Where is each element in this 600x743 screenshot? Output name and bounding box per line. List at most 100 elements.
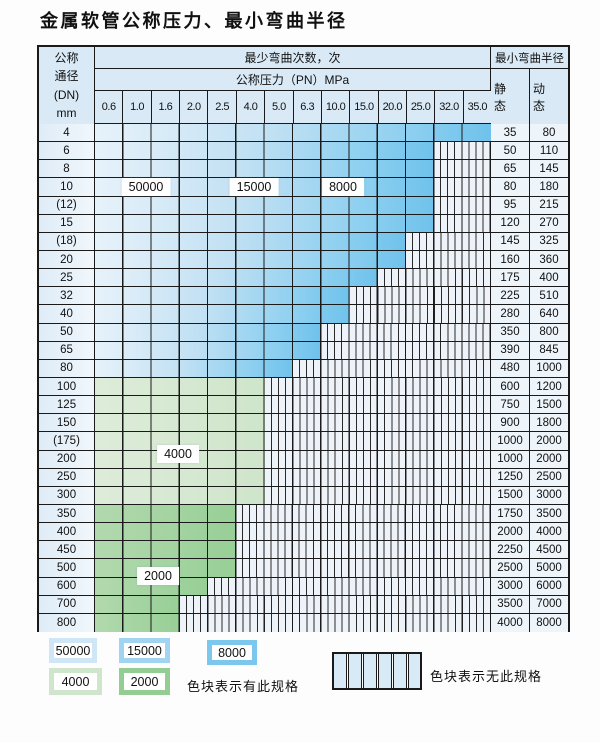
- table-row: 15 120 270: [39, 214, 568, 233]
- colored-band: [95, 214, 435, 232]
- pressure-col-header: 4.0: [236, 91, 266, 123]
- static-value-cell: 50: [491, 142, 530, 160]
- colored-band: [95, 595, 180, 613]
- striped-band: [434, 214, 490, 232]
- dynamic-value-cell: 110: [530, 142, 568, 160]
- no-spec-text: 色块表示无此规格: [430, 669, 543, 684]
- dynamic-value-cell: 4000: [530, 523, 568, 541]
- striped-band: [321, 323, 490, 341]
- colored-band: [95, 523, 237, 541]
- dn-cell: (175): [39, 432, 95, 450]
- static-value-cell: 600: [491, 377, 530, 396]
- striped-band: [236, 523, 490, 541]
- table-row: 6 50 110: [39, 142, 568, 161]
- static-value-cell: 80: [491, 178, 530, 196]
- dn-cell: 25: [39, 269, 95, 287]
- dynamic-value-cell: 8000: [530, 613, 568, 632]
- static-value-cell: 350: [491, 323, 530, 341]
- static-value-cell: 3000: [491, 577, 530, 595]
- dynamic-value-cell: 1200: [530, 377, 568, 396]
- pressure-cells: [95, 559, 491, 577]
- static-value-cell: 480: [491, 359, 530, 377]
- static-value-cell: 1750: [491, 504, 530, 523]
- static-value-cell: 225: [491, 287, 530, 305]
- pressure-cells: [95, 432, 491, 450]
- dn-cell: 800: [39, 613, 95, 632]
- dn-cell: 40: [39, 305, 95, 323]
- table-row: 100 600 1200: [39, 377, 568, 397]
- static-value-cell: 1500: [491, 486, 530, 504]
- pressure-cells: [95, 323, 491, 341]
- legend-label: 15000: [127, 643, 162, 658]
- striped-band: [406, 232, 490, 250]
- table-row: 4 35 80: [39, 124, 568, 143]
- header-dn: 公称 通径 (DN) mm: [39, 47, 95, 124]
- striped-band: [179, 613, 490, 632]
- static-value-cell: 95: [491, 196, 530, 214]
- pressure-cells: [95, 414, 491, 432]
- pressure-col-header: 1.0: [123, 91, 152, 123]
- static-value-cell: 750: [491, 396, 530, 414]
- table-row: 80 480 1000: [39, 359, 568, 378]
- striped-band: [264, 450, 490, 468]
- pressure-col-header: 5.0: [265, 91, 294, 123]
- table-row: (18) 145 325: [39, 232, 568, 251]
- static-value-cell: 2250: [491, 541, 530, 559]
- dynamic-value-cell: 270: [530, 214, 568, 232]
- dn-cell: 700: [39, 595, 95, 613]
- legend-box-2000: 2000: [119, 668, 170, 695]
- page-title: 金属软管公称压力、最小弯曲半径: [40, 11, 348, 32]
- colored-band: [95, 432, 265, 450]
- dynamic-value-cell: 2500: [530, 468, 568, 486]
- dn-cell: (12): [39, 196, 95, 214]
- static-value-cell: 2000: [491, 523, 530, 541]
- dn-cell: 600: [39, 577, 95, 595]
- striped-band: [434, 142, 490, 160]
- static-value-cell: 120: [491, 214, 530, 232]
- striped-band: [321, 341, 490, 359]
- pressure-cells: [95, 577, 491, 595]
- dynamic-value-cell: 800: [530, 323, 568, 341]
- striped-band: [377, 269, 490, 287]
- striped-band: [434, 196, 490, 214]
- pressure-col-header: 2.5: [208, 91, 237, 123]
- dynamic-value-cell: 1800: [530, 414, 568, 432]
- dynamic-value-cell: 7000: [530, 595, 568, 613]
- dn-cell: 10: [39, 178, 95, 196]
- static-value-cell: 900: [491, 414, 530, 432]
- pressure-cells: [95, 142, 491, 160]
- pressure-col-header: 1.6: [151, 91, 181, 123]
- dn-cell: 20: [39, 250, 95, 269]
- table-body: 4 35 80 6 50 110 8 65 145 10 80 180 (12): [39, 124, 568, 633]
- pressure-cells: [95, 196, 491, 214]
- header-dn-line4: mm: [56, 105, 77, 120]
- colored-band: [95, 468, 265, 486]
- pressure-cells: [95, 595, 491, 613]
- legend-box-8000: 8000: [207, 640, 257, 665]
- striped-band: [264, 432, 490, 450]
- cycle-count-label: 2000: [137, 567, 179, 585]
- pressure-cells: [95, 287, 491, 305]
- colored-band: [95, 414, 265, 432]
- dn-cell: 6: [39, 142, 95, 160]
- pressure-cells: [95, 486, 491, 505]
- table-row: 150 900 1800: [39, 414, 568, 433]
- pressure-cells: [95, 396, 491, 414]
- cycle-count-label: 4000: [157, 445, 199, 463]
- colored-band: [95, 613, 180, 632]
- dn-cell: 250: [39, 468, 95, 486]
- dn-cell: 15: [39, 214, 95, 232]
- striped-band: [264, 486, 490, 504]
- static-value-cell: 4000: [491, 613, 530, 632]
- table-row: 600 3000 6000: [39, 577, 568, 596]
- table-row: 125 750 1500: [39, 396, 568, 415]
- static-value-cell: 1000: [491, 450, 530, 468]
- legend-box-15000: 15000: [119, 638, 170, 663]
- striped-band: [236, 559, 490, 577]
- striped-band: [264, 396, 490, 414]
- has-spec-text: 色块表示有此规格: [187, 679, 300, 694]
- table-row: 700 3500 7000: [39, 595, 568, 614]
- dynamic-value-cell: 4500: [530, 541, 568, 559]
- dynamic-value-cell: 3000: [530, 486, 568, 504]
- dynamic-value-cell: 1000: [530, 359, 568, 377]
